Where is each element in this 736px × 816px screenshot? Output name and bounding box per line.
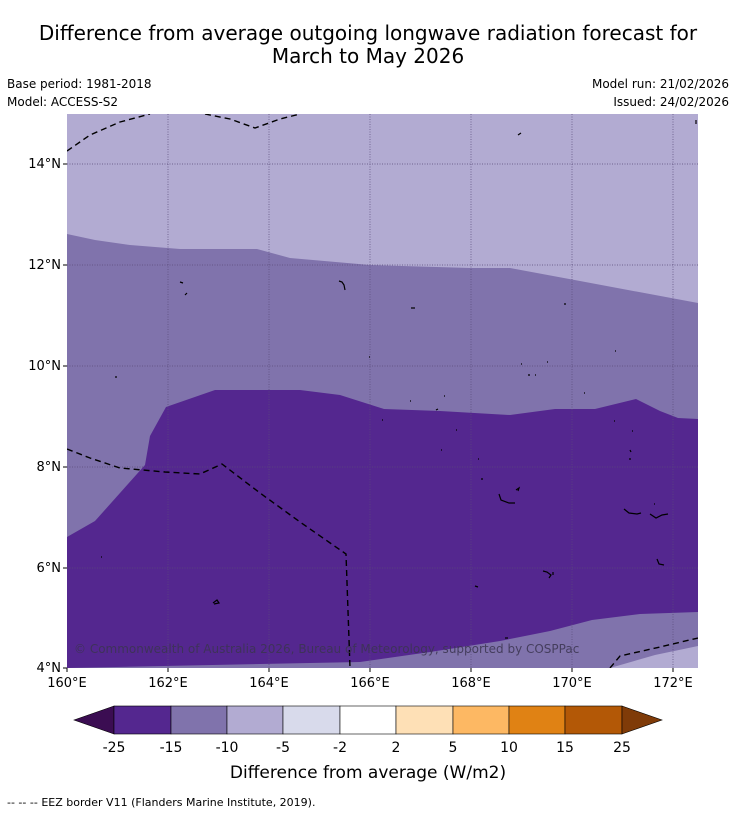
colorbar-label: Difference from average (W/m2) [230,763,506,783]
lat-label-8n: 8°N [37,460,62,475]
map-title: Difference from average outgoing longwav… [0,22,736,68]
cb-tick-7: 5 [449,740,458,756]
lat-axis: 14°N 12°N 10°N 8°N 6°N 4°N [28,157,67,676]
region-minus25-to-minus15 [67,390,698,668]
lat-label-14n: 14°N [28,157,61,172]
cb-tick-8: 10 [500,740,518,756]
title-line-1: Difference from average outgoing longwav… [38,21,698,45]
colorbar-bin-4 [282,705,341,735]
base-period: Base period: 1981-2018 [7,77,152,91]
colorbar-bin-7 [452,705,510,735]
colorbar-bin-6 [395,705,454,735]
eez-borders [67,114,698,668]
cb-tick-9: 15 [556,740,574,756]
lat-label-6n: 6°N [37,561,62,576]
lon-label-160e: 160°E [47,676,87,691]
lon-label-164e: 164°E [249,676,289,691]
cb-tick-5: -2 [333,740,347,756]
lon-label-166e: 166°E [350,676,390,691]
meta-left: Base period: 1981-2018 Model: ACCESS-S2 [7,75,152,111]
cb-tick-4: -5 [276,740,290,756]
eez-legend: -- -- -- EEZ border V11 (Flanders Marine… [7,796,315,809]
eez-legend-text: EEZ border V11 (Flanders Marine Institut… [41,796,316,809]
graticule [67,114,698,668]
colorbar-bin-9 [564,705,623,735]
lon-label-170e: 170°E [552,676,592,691]
lon-label-162e: 162°E [148,676,188,691]
colorbar-bin-1 [113,705,172,735]
islands [101,120,697,639]
title-line-2: March to May 2026 [271,44,465,68]
colorbar-bin-5 [339,705,397,735]
colorbar-bin-8 [508,705,566,735]
region-minus10-to-minus5-south [610,646,698,668]
map-area [67,114,698,668]
colorbar-bin-2 [170,705,228,735]
eez-line-symbol: -- -- -- [7,796,38,809]
cb-tick-10: 25 [613,740,631,756]
lat-label-4n: 4°N [37,661,62,676]
colorbar-extend-high [621,705,663,735]
colorbar [73,705,663,735]
issued-date: Issued: 24/02/2026 [613,95,729,109]
cb-tick-3: -10 [216,740,239,756]
colorbar-ticks: -25 -15 -10 -5 -2 2 5 10 15 25 [103,740,631,756]
model-run: Model run: 21/02/2026 [591,77,729,91]
lat-label-12n: 12°N [28,258,61,273]
meta-right: Model run: 21/02/2026 Issued: 24/02/2026 [592,75,729,111]
copyright-notice: © Commonwealth of Australia 2026, Bureau… [74,642,579,656]
cb-tick-1: -25 [103,740,126,756]
colorbar-extend-low [73,705,115,735]
cb-tick-2: -15 [160,740,183,756]
colorbar-bin-3 [226,705,284,735]
model-name: Model: ACCESS-S2 [7,95,119,109]
lon-label-168e: 168°E [451,676,491,691]
lon-axis: 160°E 162°E 164°E 166°E 168°E 170°E 172°… [47,668,693,691]
cb-tick-6: 2 [392,740,401,756]
lon-label-172e: 172°E [653,676,693,691]
lat-label-10n: 10°N [28,359,61,374]
